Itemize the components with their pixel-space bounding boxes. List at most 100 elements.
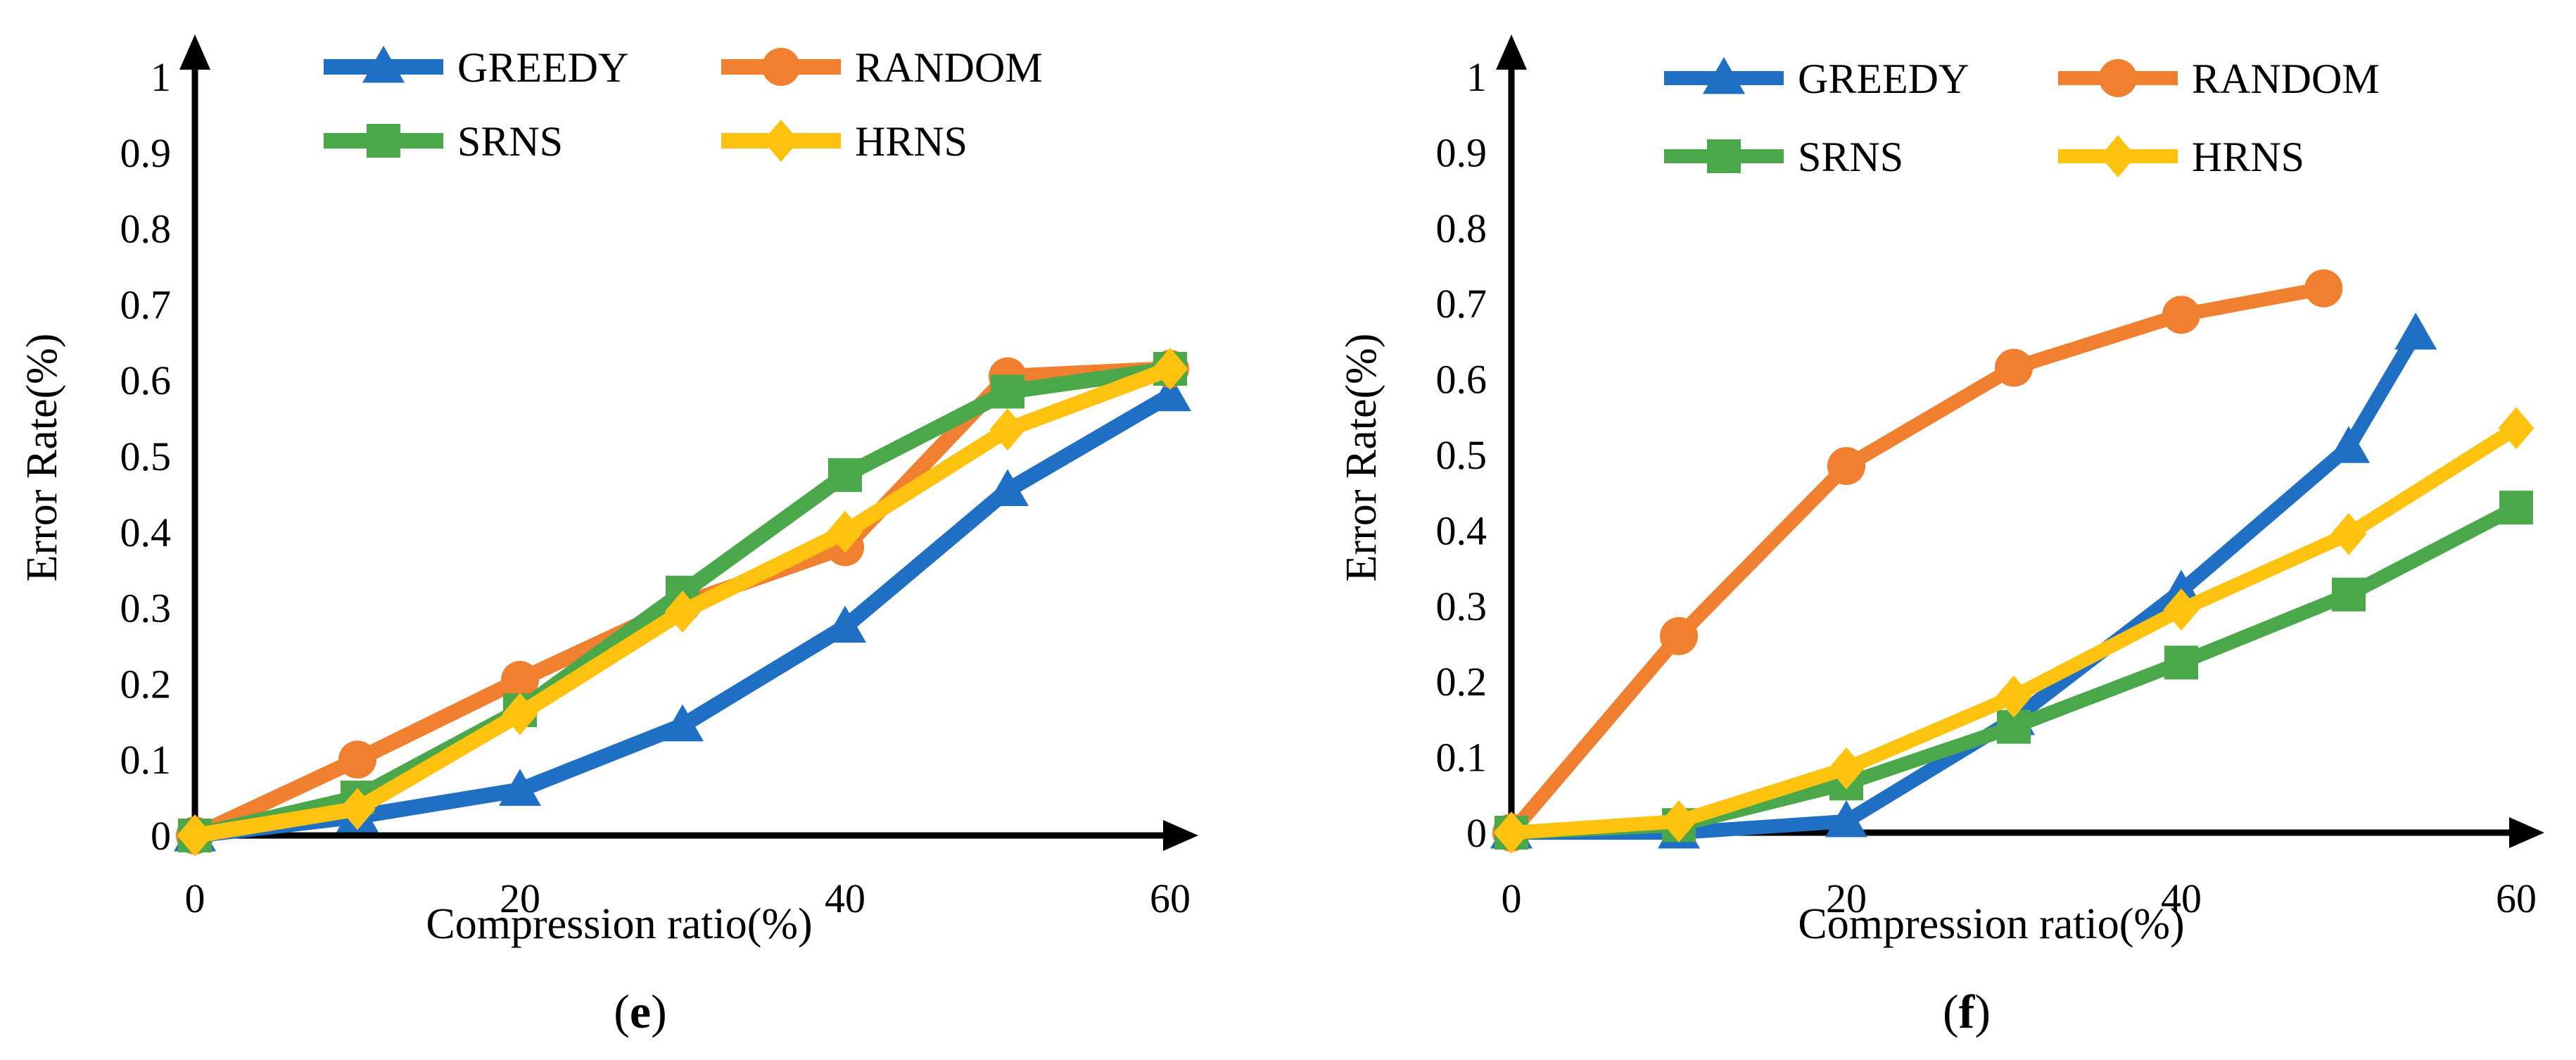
y-axis-title: Error Rate(%) [1338, 334, 1385, 582]
data-point [1152, 348, 1188, 391]
legend-label: RANDOM [855, 44, 1043, 91]
legend-item-hrns: HRNS [721, 118, 967, 165]
x-tick-label: 40 [825, 876, 865, 921]
legend-marker [762, 48, 800, 86]
data-point [1996, 675, 2032, 718]
data-point [664, 590, 701, 633]
y-axis-arrow [179, 34, 210, 70]
x-axis-title: Compression ratio(%) [1798, 900, 2184, 948]
x-axis-title: Compression ratio(%) [426, 900, 812, 948]
y-tick-label: 1 [1466, 54, 1487, 100]
data-point [501, 661, 539, 700]
y-tick-label: 1 [151, 54, 171, 100]
legend-label: HRNS [855, 118, 967, 165]
legend-item-srns: SRNS [1664, 134, 1903, 180]
y-tick-label: 0.8 [1436, 206, 1487, 251]
data-point [339, 788, 376, 831]
data-point [1827, 447, 1865, 486]
data-point [2394, 313, 2437, 350]
legend-item-hrns: HRNS [2058, 134, 2304, 180]
series-line [1504, 281, 2331, 840]
legend-item-greedy: GREEDY [324, 44, 628, 91]
x-tick-label: 0 [185, 876, 205, 921]
y-tick-label: 0.8 [120, 206, 172, 252]
legend-item-random: RANDOM [721, 44, 1043, 91]
data-point [824, 605, 866, 643]
data-point [986, 469, 1029, 507]
data-point [1995, 348, 2033, 387]
y-tick-label: 0.1 [120, 737, 172, 783]
data-point [338, 740, 376, 779]
legend-label: RANDOM [2192, 56, 2380, 102]
panel-label-letter: e [630, 985, 651, 1038]
x-tick-label: 20 [500, 876, 540, 921]
legend-label: SRNS [457, 118, 563, 165]
data-point [1825, 800, 1867, 838]
legend-label: GREEDY [1798, 56, 1969, 102]
series-hrns [1493, 407, 2534, 854]
data-point [1828, 747, 1865, 790]
y-axis-title: Error Rate(%) [18, 334, 66, 582]
x-axis-arrow [2509, 817, 2544, 848]
data-point [502, 693, 538, 736]
data-point [2304, 269, 2343, 308]
chart-panel-f: 0 0.1 0.2 0.3 0.4 0.5 0.6 0.7 0.8 0.9 1 0 20 40 60 Erro… [1338, 34, 2544, 1038]
x-tick-label: 0 [1502, 876, 1522, 921]
series-line [1504, 327, 2423, 840]
y-tick-label: 0.2 [120, 661, 172, 707]
y-tick-label: 0.1 [1436, 735, 1487, 781]
legend-label: HRNS [2192, 134, 2304, 180]
data-point [1149, 374, 1191, 412]
data-point [499, 769, 541, 806]
data-point [177, 814, 213, 857]
legend-marker [367, 124, 400, 158]
y-tick-label: 0.7 [1436, 281, 1487, 327]
x-tick-label: 60 [2496, 876, 2537, 921]
data-point [2328, 426, 2370, 463]
data-point [2164, 645, 2198, 680]
legend-marker [1707, 139, 1741, 173]
data-point [989, 408, 1026, 451]
data-point [2332, 577, 2366, 612]
legend-item-greedy: GREEDY [1664, 56, 1969, 102]
data-point [661, 704, 704, 742]
y-tick-label: 0.4 [1436, 507, 1487, 553]
y-tick-label: 0.6 [120, 358, 172, 403]
chart-panel-e: 0 0.1 0.2 0.3 0.4 0.5 0.6 0.7 0.8 0.9 1 0 20 40 60 Erro… [18, 34, 1198, 1038]
y-tick-label: 0.5 [120, 434, 172, 479]
data-point [2162, 296, 2200, 334]
y-tick-label: 0.4 [120, 510, 172, 555]
legend-label: SRNS [1798, 134, 1903, 180]
data-point [2498, 407, 2534, 450]
data-point [2499, 491, 2533, 525]
legend-item-random: RANDOM [2058, 56, 2380, 102]
data-point [1660, 617, 1698, 655]
data-point [1661, 800, 1697, 843]
series-hrns [177, 348, 1188, 857]
legend-marker [1703, 57, 1745, 94]
y-tick-label: 0.5 [1436, 432, 1487, 478]
series-line [1504, 500, 2523, 840]
data-point [2163, 588, 2200, 631]
y-tick-label: 0 [1466, 810, 1487, 856]
legend-marker [362, 46, 405, 83]
y-tick-label: 0.2 [1436, 659, 1487, 705]
y-tick-label: 0.9 [120, 130, 172, 176]
legend-item-srns: SRNS [324, 118, 563, 165]
x-axis-arrow [1163, 820, 1198, 851]
data-point [828, 458, 862, 492]
data-point [2330, 512, 2367, 555]
panel-label: (e) [614, 985, 667, 1038]
data-point [1493, 812, 1530, 854]
y-axis-arrow [1496, 34, 1527, 70]
y-tick-label: 0.7 [120, 282, 172, 327]
x-tick-label: 40 [2161, 876, 2202, 921]
y-tick-label: 0.6 [1436, 357, 1487, 403]
panel-label: (f) [1943, 985, 1991, 1038]
legend-marker [2100, 135, 2136, 177]
data-point [827, 510, 863, 553]
y-tick-label: 0.3 [1436, 583, 1487, 629]
y-tick-label: 0 [151, 813, 171, 859]
